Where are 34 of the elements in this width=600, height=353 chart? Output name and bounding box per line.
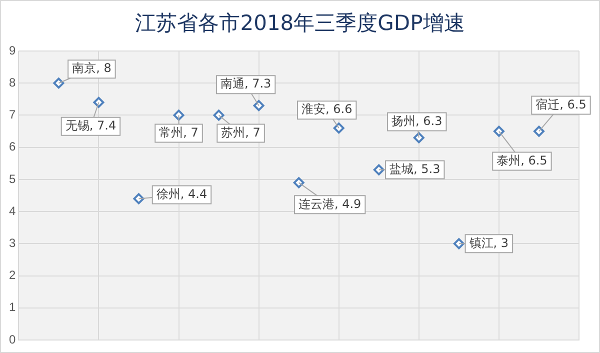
point	[333, 122, 344, 134]
y-tick-label: 3	[8, 236, 16, 250]
y-tick-label: 9	[8, 43, 16, 58]
data-label: 盐城, 5.3	[390, 162, 440, 176]
data-label: 徐州, 4.4	[156, 186, 208, 201]
y-tick-label: 6	[8, 140, 16, 154]
data-label: 连云港, 4.9	[298, 196, 362, 211]
y-tick-label: 1	[8, 300, 16, 314]
y-tick-label: 4	[8, 204, 16, 218]
data-label: 淮安, 6.6	[302, 102, 352, 116]
data-label: 泰州, 6.5	[496, 153, 548, 168]
point	[453, 238, 464, 250]
data-label: 常州, 7	[159, 125, 198, 140]
chart-title: 江苏省各市2018年三季度GDP增速	[134, 10, 466, 37]
point	[213, 110, 224, 121]
y-tick-label: 2	[8, 268, 16, 282]
point	[53, 78, 64, 89]
y-tick-label: 7	[8, 108, 16, 122]
y-tick-label: 8	[8, 75, 16, 90]
data-label: 扬州, 6.3	[392, 114, 442, 128]
point	[133, 193, 144, 204]
data-label: 镇江, 3	[468, 236, 509, 250]
data-label: 宿迁, 6.5	[536, 97, 586, 112]
point	[373, 164, 384, 176]
y-tick-label: 5	[8, 172, 16, 186]
point	[253, 100, 264, 112]
data-label: 南通, 7.3	[220, 76, 272, 91]
data-label: 南京, 8	[72, 61, 112, 76]
point	[293, 177, 304, 188]
point	[493, 126, 504, 137]
point	[533, 126, 544, 137]
data-label: 无锡, 7.4	[65, 118, 116, 133]
y-tick-label: 0	[8, 332, 16, 346]
data-label: 苏州, 7	[221, 125, 260, 140]
